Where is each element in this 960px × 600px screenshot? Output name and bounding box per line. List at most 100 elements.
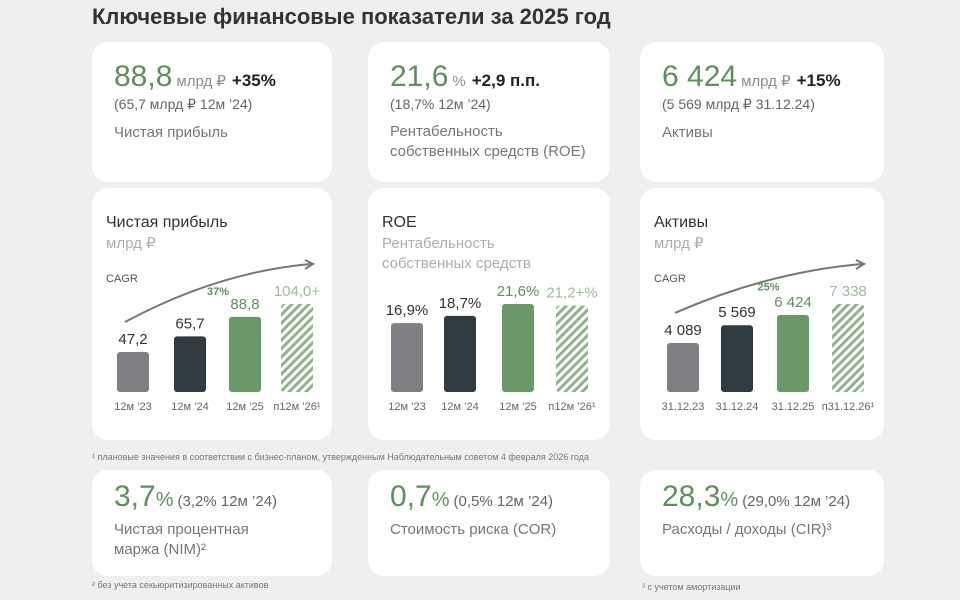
bar-chart: 16,9% 12м ’23 18,7% 12м ’24 21,6% 12м ’25 21,2… [386, 283, 598, 413]
ratio-headline: 28,3% (29,0% 12м ’24) [662, 480, 862, 514]
chart-header: ROE Рентабельность собственных средств [382, 214, 557, 274]
chart-header: Активы млрд ₽ [654, 214, 829, 254]
ratio-value: 28,3 [662, 480, 721, 513]
chart-card: Активы млрд ₽ 4 089 31.12.23 5 569 31.12.24 6 … [640, 188, 884, 440]
bar [556, 305, 588, 392]
kpi-value: 6 424 [662, 60, 738, 93]
cagr-arrow [674, 263, 863, 314]
ratio-headline: 3,7% (3,2% 12м ’24) [114, 480, 310, 514]
category-label: 12м ’23 [114, 401, 152, 413]
kpi-card: 21,6% +2,9 п.п. (18,7% 12м ’24) Рентабельно… [368, 42, 610, 182]
kpi-headline: 88,8 млрд ₽ +35% [114, 60, 310, 94]
ratio-previous: (0,5% 12м ’24) [453, 493, 554, 510]
value-label: 21,6% [497, 283, 540, 300]
chart-card: Чистая прибыль млрд ₽ 47,2 12м ’23 65,7 12м ’… [92, 188, 332, 440]
ratio-unit: % [155, 489, 174, 511]
bar [117, 352, 149, 392]
ratio-previous: (29,0% 12м ’24) [742, 493, 851, 510]
value-label: 47,2 [118, 331, 147, 348]
value-label: 104,0+ [274, 283, 321, 300]
footnote: ³ с учетом амортизации [642, 582, 741, 592]
bar [832, 304, 864, 392]
ratio-label: Стоимость риска (COR) [390, 521, 557, 538]
category-label: 31.12.24 [716, 401, 759, 413]
kpi-headline: 6 424 млрд ₽ +15% [662, 60, 862, 94]
kpi-change: +15% [796, 71, 841, 90]
kpi-value: 88,8 [114, 60, 173, 93]
value-label: 6 424 [774, 294, 812, 311]
footnote: ¹ плановые значения в соответствии с биз… [92, 452, 589, 462]
category-label: п12м ’26¹ [548, 401, 595, 413]
category-label: 31.12.23 [662, 401, 705, 413]
chart-title: Активы [654, 214, 709, 231]
kpi-headline: 21,6% +2,9 п.п. [390, 60, 588, 94]
ratio-label: Расходы / доходы (CIR)³ [662, 521, 832, 538]
value-label: 88,8 [230, 296, 259, 313]
kpi-change: +2,9 п.п. [471, 71, 540, 90]
ratio-label: Чистая процентная маржа (NIM)² [114, 521, 249, 558]
chart-subtitle: Рентабельность собственных средств [382, 235, 531, 272]
kpi-change: +35% [231, 71, 276, 90]
category-label: п31.12.26¹ [822, 401, 875, 413]
bar [281, 304, 313, 392]
bar [667, 342, 699, 392]
annotation: CAGR [106, 273, 138, 285]
category-label: 12м ’24 [171, 401, 209, 413]
bar [444, 315, 476, 392]
cagr-arrowhead [855, 259, 867, 270]
value-label: 21,2+% [546, 285, 597, 302]
ratio-unit: % [431, 489, 450, 511]
kpi-label: Чистая прибыль [114, 124, 228, 141]
bar [502, 304, 534, 392]
kpi-unit: млрд ₽ [741, 73, 791, 90]
category-label: п12м ’26¹ [273, 401, 320, 413]
bar-chart: 4 089 31.12.23 5 569 31.12.24 6 424 31.12.25 7… [654, 259, 875, 413]
cagr-arrowhead [304, 259, 316, 270]
value-label: 65,7 [175, 315, 204, 332]
category-label: 12м ’23 [388, 401, 426, 413]
annotation: CAGR [654, 273, 686, 285]
ratio-headline: 0,7% (0,5% 12м ’24) [390, 480, 588, 514]
bar [777, 314, 809, 392]
kpi-unit: млрд ₽ [176, 73, 226, 90]
kpi-previous: (5 569 млрд ₽ 31.12.24) [662, 96, 815, 112]
ratio-unit: % [720, 489, 739, 511]
kpi-card: 6 424 млрд ₽ +15% (5 569 млрд ₽ 31.12.24) Ак… [640, 42, 884, 182]
cagr-label: 37% [207, 286, 229, 298]
value-label: 7 338 [829, 283, 867, 300]
value-label: 16,9% [386, 302, 429, 319]
kpi-card: 88,8 млрд ₽ +35% (65,7 млрд ₽ 12м ’24) Чиста… [92, 42, 332, 182]
kpi-previous: (65,7 млрд ₽ 12м ’24) [114, 96, 253, 112]
ratio-previous: (3,2% 12м ’24) [177, 493, 278, 510]
ratio-value: 3,7 [114, 480, 156, 513]
ratio-card: 0,7% (0,5% 12м ’24) Стоимость риска (COR) [368, 470, 610, 576]
chart-title: ROE [382, 214, 417, 231]
category-label: 12м ’25 [499, 401, 537, 413]
kpi-previous: (18,7% 12м ’24) [390, 96, 491, 112]
chart-subtitle: млрд ₽ [106, 235, 156, 252]
value-label: 5 569 [718, 304, 756, 321]
cagr-arrow [124, 263, 312, 323]
ratio-value: 0,7 [390, 480, 432, 513]
chart-header: Чистая прибыль млрд ₽ [106, 214, 281, 254]
value-label: 18,7% [439, 295, 482, 312]
cagr-label: 25% [757, 281, 779, 293]
ratio-card: 28,3% (29,0% 12м ’24) Расходы / доходы (CI… [640, 470, 884, 576]
category-label: 12м ’24 [441, 401, 479, 413]
chart-subtitle: млрд ₽ [654, 235, 704, 252]
page-title: Ключевые финансовые показатели за 2025 г… [92, 4, 611, 29]
footnote: ² без учета секьюритизированных активов [92, 580, 269, 590]
kpi-unit: % [452, 73, 466, 90]
kpi-value: 21,6 [390, 60, 449, 93]
bar [229, 316, 261, 392]
category-label: 31.12.25 [772, 401, 815, 413]
kpi-label: Активы [662, 124, 713, 141]
bar [721, 325, 753, 392]
category-label: 12м ’25 [226, 401, 264, 413]
bar-chart: 47,2 12м ’23 65,7 12м ’24 88,8 12м ’25 104,0+ п… [106, 259, 321, 413]
ratio-card: 3,7% (3,2% 12м ’24) Чистая процентная марж… [92, 470, 332, 576]
value-label: 4 089 [664, 322, 702, 339]
kpi-label: Рентабельность собственных средств (ROE) [390, 123, 586, 160]
bar [391, 323, 423, 392]
